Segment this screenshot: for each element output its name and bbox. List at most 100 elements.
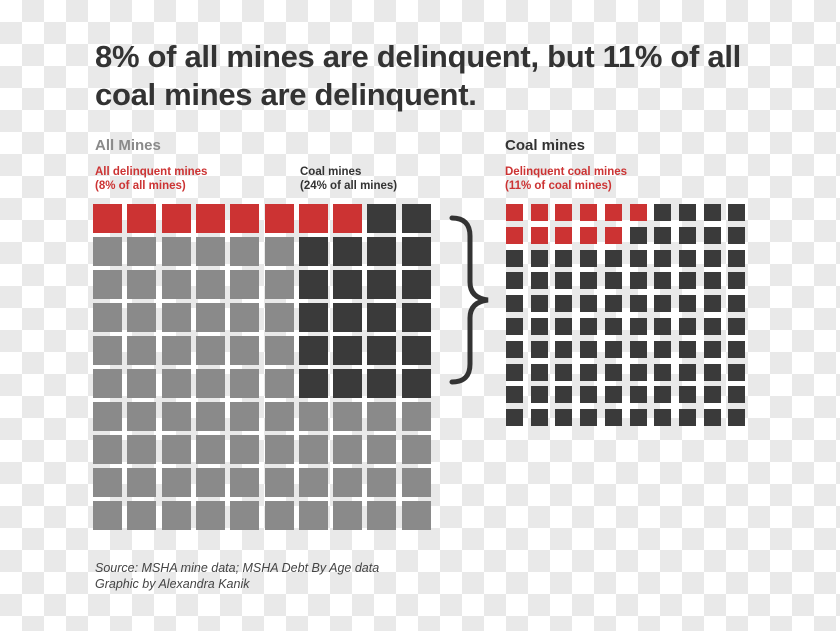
waffle-cell-coal: [654, 340, 672, 358]
waffle-cell-coal: [703, 295, 721, 313]
waffle-cell-coal: [678, 295, 696, 313]
waffle-cell-coal: [401, 237, 431, 266]
waffle-cell-coal: [604, 340, 622, 358]
waffle-cell-coal: [654, 295, 672, 313]
waffle-cell-other: [367, 468, 397, 497]
waffle-cell-other: [333, 501, 363, 530]
waffle-cell-other: [93, 369, 122, 398]
waffle-cell-other: [127, 369, 157, 398]
waffle-cell-other: [401, 501, 431, 530]
waffle-cell-coal: [629, 295, 647, 313]
waffle-cell-coal: [629, 409, 647, 427]
waffle-cell-coal: [604, 295, 622, 313]
waffle-cell-coal: [580, 272, 598, 290]
waffle-cell-other: [127, 237, 157, 266]
waffle-cell-other: [298, 402, 328, 431]
waffle-cell-coal: [506, 272, 523, 290]
waffle-cell-coal: [580, 386, 598, 404]
waffle-cell-coal: [629, 363, 647, 381]
waffle-cell-coal: [580, 363, 598, 381]
waffle-cell-delinquent-coal: [555, 226, 573, 244]
waffle-cell-other: [298, 501, 328, 530]
waffle-cell-coal: [401, 303, 431, 332]
waffle-cell-coal: [629, 386, 647, 404]
waffle-cell-coal: [678, 340, 696, 358]
waffle-cell-delinquent-coal: [580, 204, 598, 221]
waffle-cell-coal: [506, 363, 523, 381]
waffle-cell-other: [264, 435, 294, 464]
waffle-cell-other: [264, 501, 294, 530]
waffle-cell-other: [367, 501, 397, 530]
waffle-cell-other: [230, 237, 260, 266]
waffle-cell-coal: [580, 295, 598, 313]
waffle-cell-other: [161, 468, 191, 497]
waffle-cell-coal: [678, 318, 696, 335]
waffle-cell-coal: [703, 204, 721, 221]
waffle-cell-coal: [654, 204, 672, 221]
waffle-cell-other: [161, 237, 191, 266]
waffle-cell-coal: [654, 386, 672, 404]
waffle-cell-other: [230, 303, 260, 332]
waffle-cell-other: [127, 336, 157, 365]
waffle-cell-other: [93, 402, 122, 431]
waffle-cell-other: [401, 402, 431, 431]
waffle-cell-coal: [703, 272, 721, 290]
waffle-cell-coal: [678, 272, 696, 290]
coal-label: Coal mines (24% of all mines): [300, 166, 398, 192]
waffle-cell-coal: [298, 303, 328, 332]
waffle-cell-delinquent-coal: [555, 204, 573, 221]
waffle-cell-delinquent-coal: [506, 226, 523, 244]
waffle-cell-coal: [728, 226, 746, 244]
waffle-cell-coal: [333, 369, 363, 398]
waffle-cell-coal: [703, 386, 721, 404]
waffle-cell-other: [298, 468, 328, 497]
waffle-cell-coal: [678, 226, 696, 244]
waffle-cell-other: [195, 369, 225, 398]
waffle-cell-other: [195, 468, 225, 497]
waffle-cell-coal: [298, 237, 328, 266]
waffle-cell-coal: [367, 336, 397, 365]
waffle-cell-coal: [506, 386, 523, 404]
waffle-cell-other: [264, 270, 294, 299]
waffle-cell-delinquent-coal: [506, 204, 523, 221]
waffle-cell-delinquent-coal: [580, 226, 598, 244]
waffle-cell-other: [161, 303, 191, 332]
waffle-cell-coal: [629, 272, 647, 290]
waffle-cell-delinquent-coal: [604, 226, 622, 244]
waffle-cell-coal: [333, 270, 363, 299]
waffle-cell-other: [264, 336, 294, 365]
waffle-cell-coal: [506, 295, 523, 313]
waffle-cell-delinquent: [161, 204, 191, 233]
waffle-cell-other: [264, 369, 294, 398]
waffle-cell-other: [401, 435, 431, 464]
waffle-cell-coal: [728, 272, 746, 290]
waffle-cell-other: [298, 435, 328, 464]
waffle-cell-coal: [555, 295, 573, 313]
waffle-cell-delinquent: [127, 204, 157, 233]
waffle-cell-coal: [530, 295, 548, 313]
waffle-cell-other: [127, 303, 157, 332]
waffle-cell-other: [230, 369, 260, 398]
waffle-cell-coal: [678, 386, 696, 404]
waffle-cell-other: [93, 303, 122, 332]
waffle-cell-coal: [580, 340, 598, 358]
waffle-cell-coal: [678, 249, 696, 267]
waffle-cell-coal: [604, 318, 622, 335]
waffle-cell-other: [230, 402, 260, 431]
waffle-cell-other: [401, 468, 431, 497]
waffle-cell-coal: [530, 386, 548, 404]
waffle-cell-other: [93, 270, 122, 299]
waffle-cell-coal: [367, 270, 397, 299]
waffle-cell-other: [230, 270, 260, 299]
waffle-cell-coal: [629, 318, 647, 335]
waffle-cell-coal: [728, 295, 746, 313]
waffle-cell-other: [93, 468, 122, 497]
waffle-cell-coal: [654, 318, 672, 335]
waffle-cell-other: [93, 237, 122, 266]
waffle-cell-coal: [703, 318, 721, 335]
waffle-cell-coal: [530, 363, 548, 381]
waffle-cell-delinquent-coal: [530, 226, 548, 244]
waffle-cell-delinquent-coal: [530, 204, 548, 221]
waffle-cell-coal: [401, 204, 431, 233]
waffle-cell-other: [333, 468, 363, 497]
